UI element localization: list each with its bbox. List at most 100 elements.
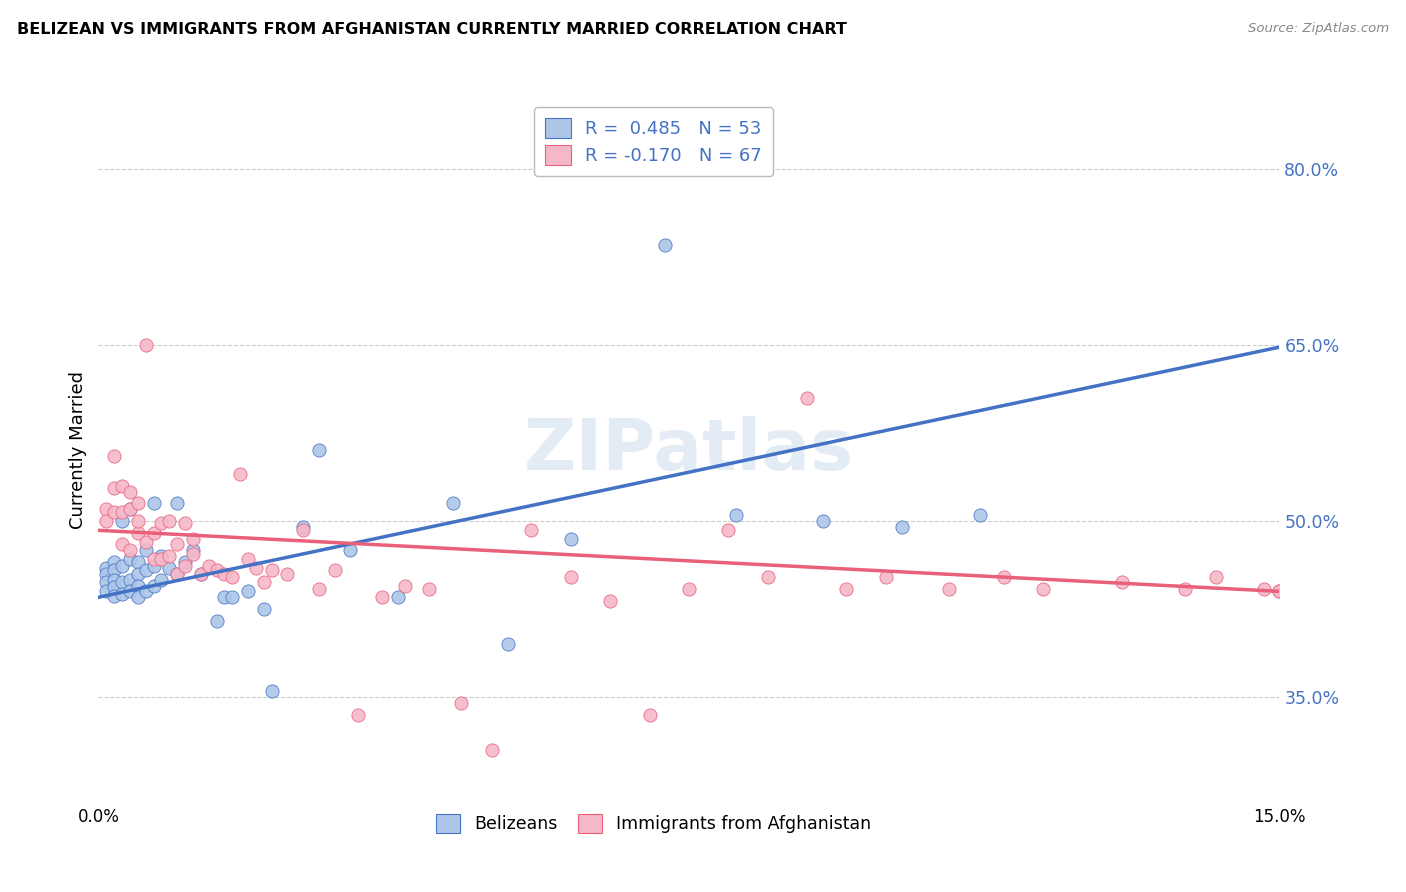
Point <box>339 543 361 558</box>
Point <box>1268 584 1291 599</box>
Point <box>371 591 394 605</box>
Point <box>150 516 173 531</box>
Point <box>103 555 125 569</box>
Point <box>118 551 141 566</box>
Point <box>111 558 134 573</box>
Point <box>418 582 440 596</box>
Point <box>253 574 276 589</box>
Point <box>135 535 157 549</box>
Point <box>450 696 472 710</box>
Point <box>142 525 165 540</box>
Point <box>111 537 134 551</box>
Point <box>96 584 118 599</box>
Point <box>135 584 157 599</box>
Point <box>142 578 165 592</box>
Point <box>135 337 157 351</box>
Point <box>245 561 267 575</box>
Point <box>157 549 180 564</box>
Point <box>560 532 582 546</box>
Point <box>103 504 125 518</box>
Point <box>157 561 180 575</box>
Point <box>1253 582 1275 596</box>
Point <box>150 551 173 566</box>
Point <box>253 602 276 616</box>
Point <box>496 637 519 651</box>
Point <box>96 574 118 589</box>
Point <box>96 502 118 516</box>
Point <box>993 570 1015 584</box>
Point <box>181 547 204 561</box>
Y-axis label: Currently Married: Currently Married <box>69 371 87 530</box>
Point <box>725 508 748 522</box>
Point <box>111 514 134 528</box>
Point <box>260 563 283 577</box>
Point <box>181 532 204 546</box>
Point <box>166 496 188 510</box>
Point <box>308 443 330 458</box>
Point <box>756 570 779 584</box>
Point <box>1268 584 1291 599</box>
Point <box>166 537 188 551</box>
Point <box>387 591 409 605</box>
Point <box>214 591 236 605</box>
Point <box>96 514 118 528</box>
Point <box>111 587 134 601</box>
Point <box>221 591 243 605</box>
Point <box>103 563 125 577</box>
Point <box>150 549 173 564</box>
Point <box>560 570 582 584</box>
Point <box>111 504 134 518</box>
Point <box>292 524 315 538</box>
Point <box>236 551 259 566</box>
Point <box>118 484 141 499</box>
Point <box>118 502 141 516</box>
Point <box>214 566 236 581</box>
Point <box>292 520 315 534</box>
Point <box>166 566 188 581</box>
Point <box>308 582 330 596</box>
Point <box>1205 570 1227 584</box>
Text: ZIPatlas: ZIPatlas <box>524 416 853 485</box>
Point <box>481 743 503 757</box>
Point <box>127 566 149 581</box>
Point <box>166 566 188 581</box>
Point <box>599 594 621 608</box>
Point <box>96 566 118 581</box>
Point <box>890 520 912 534</box>
Point <box>135 543 157 558</box>
Point <box>127 578 149 592</box>
Point <box>796 391 818 405</box>
Point <box>103 589 125 603</box>
Point <box>135 563 157 577</box>
Point <box>1032 582 1054 596</box>
Point <box>969 508 991 522</box>
Point <box>394 578 416 592</box>
Point <box>875 570 897 584</box>
Point <box>835 582 858 596</box>
Point <box>127 525 149 540</box>
Point <box>103 573 125 587</box>
Text: Source: ZipAtlas.com: Source: ZipAtlas.com <box>1249 22 1389 36</box>
Point <box>1111 574 1133 589</box>
Legend: Belizeans, Immigrants from Afghanistan: Belizeans, Immigrants from Afghanistan <box>429 806 879 840</box>
Point <box>229 467 252 481</box>
Point <box>520 524 543 538</box>
Point <box>111 574 134 589</box>
Point <box>181 543 204 558</box>
Point <box>157 514 180 528</box>
Point <box>174 516 197 531</box>
Point <box>347 707 370 722</box>
Point <box>103 481 125 495</box>
Point <box>118 502 141 516</box>
Point <box>205 563 228 577</box>
Point <box>205 614 228 628</box>
Point <box>441 496 464 510</box>
Point <box>654 238 676 252</box>
Point <box>811 514 834 528</box>
Text: BELIZEAN VS IMMIGRANTS FROM AFGHANISTAN CURRENTLY MARRIED CORRELATION CHART: BELIZEAN VS IMMIGRANTS FROM AFGHANISTAN … <box>17 22 846 37</box>
Point <box>938 582 960 596</box>
Point <box>678 582 700 596</box>
Point <box>1174 582 1197 596</box>
Point <box>717 524 740 538</box>
Point <box>638 707 661 722</box>
